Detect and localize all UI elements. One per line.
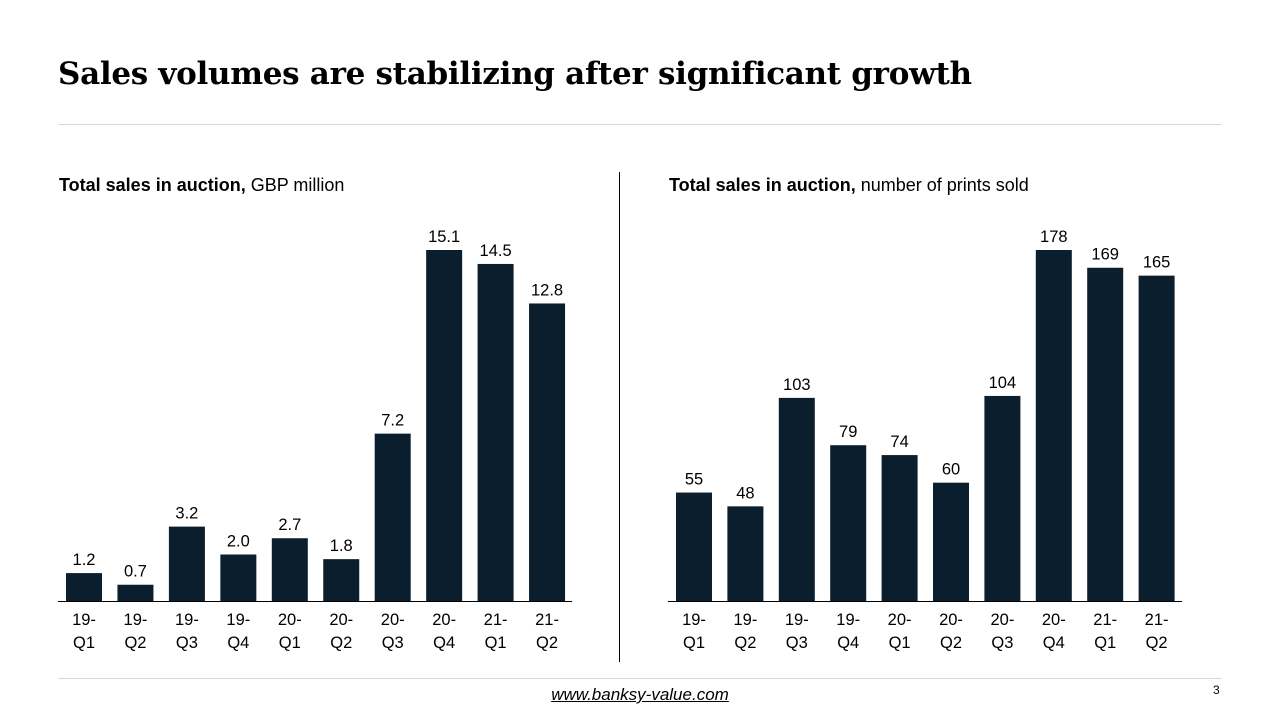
x-tick-label: Q1 [485,634,507,652]
x-tick-label: 20- [888,611,912,629]
data-label: 12.8 [531,281,563,299]
title-divider [58,124,1222,125]
x-tick-label: 19- [72,611,96,629]
data-label: 0.7 [124,563,147,581]
data-label: 55 [685,471,703,489]
data-label: 2.7 [278,516,301,534]
bar [933,482,969,601]
x-tick-label: Q2 [536,634,558,652]
data-label: 1.8 [330,537,353,555]
data-label: 15.1 [428,228,460,246]
x-tick-label: Q1 [73,634,95,652]
data-label: 103 [783,376,811,394]
bar [168,526,205,601]
x-tick-label: 21- [535,611,559,629]
footer-link[interactable]: www.banksy-value.com [551,685,729,704]
x-tick-label: Q1 [279,634,301,652]
x-tick-label: 20- [939,611,963,629]
x-tick-label: 21- [1093,611,1117,629]
bar [271,538,308,601]
x-tick-label: Q1 [889,634,911,652]
right-chart-title-unit: number of prints sold [855,175,1029,195]
left-chart-title: Total sales in auction, GBP million [59,175,344,196]
slide-title: Sales volumes are stabilizing after sign… [58,56,972,92]
x-tick-label: Q4 [433,634,455,652]
data-label: 14.5 [480,242,512,260]
page-number: 3 [1213,683,1220,697]
x-tick-label: Q2 [330,634,352,652]
left-chart-title-bold: Total sales in auction, [59,175,246,195]
right-chart-title: Total sales in auction, number of prints… [669,175,1029,196]
x-tick-label: 20- [1042,611,1066,629]
data-label: 169 [1091,246,1119,264]
bar [1035,250,1072,601]
x-tick-label: 20- [329,611,353,629]
x-tick-label: 19- [785,611,809,629]
bar [778,397,815,601]
x-tick-label: Q2 [124,634,146,652]
x-tick-label: Q2 [940,634,962,652]
bar [117,584,154,601]
x-tick-label: Q3 [382,634,404,652]
data-label: 2.0 [227,533,250,551]
x-tick-label: Q1 [1094,634,1116,652]
x-tick-label: Q3 [176,634,198,652]
data-label: 178 [1040,228,1068,246]
left-chart-title-unit: GBP million [245,175,345,195]
x-tick-label: 21- [1145,611,1169,629]
bar [984,395,1021,601]
bar [374,433,411,601]
x-tick-label: Q4 [837,634,859,652]
bar [676,492,712,601]
data-label: 79 [839,423,857,441]
x-tick-label: 19- [124,611,148,629]
bar [727,506,764,601]
bar [1087,267,1124,601]
x-tick-label: Q1 [683,634,705,652]
x-tick-label: Q2 [734,634,756,652]
bar [830,445,867,601]
footer-divider [58,678,1222,679]
x-tick-label: Q2 [1146,634,1168,652]
bar [529,303,566,601]
x-tick-label: Q4 [227,634,249,652]
data-label: 1.2 [73,551,96,569]
data-label: 74 [890,433,908,451]
data-label: 165 [1143,254,1171,272]
bar [220,554,257,601]
x-tick-label: 21- [484,611,508,629]
bar [323,559,360,601]
x-tick-label: 19- [226,611,250,629]
x-tick-label: 20- [278,611,302,629]
bar [1138,275,1175,601]
x-tick-label: 19- [733,611,757,629]
x-tick-label: 19- [175,611,199,629]
data-label: 3.2 [175,505,198,523]
chart-divider [619,172,620,662]
bar [426,250,463,601]
x-tick-label: Q4 [1043,634,1065,652]
x-tick-label: 19- [836,611,860,629]
bar [66,573,102,601]
x-tick-label: 20- [432,611,456,629]
data-label: 60 [942,461,960,479]
x-tick-label: Q3 [991,634,1013,652]
x-tick-label: 19- [682,611,706,629]
right-chart-title-bold: Total sales in auction, [669,175,856,195]
bar [477,263,514,601]
data-label: 48 [736,484,754,502]
bar [881,455,918,601]
x-tick-label: 20- [381,611,405,629]
data-label: 7.2 [381,412,404,430]
data-label: 104 [989,374,1017,392]
x-tick-label: Q3 [786,634,808,652]
x-tick-label: 20- [990,611,1014,629]
